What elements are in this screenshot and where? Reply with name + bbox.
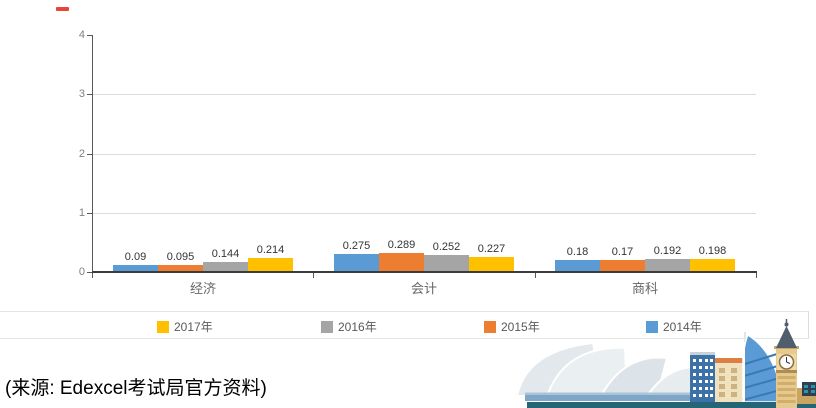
orange-roof-building-icon — [715, 358, 745, 403]
value-label: 0.095 — [166, 251, 195, 263]
legend-swatch-icon — [646, 320, 658, 333]
y-tick — [87, 213, 92, 214]
gridline — [92, 154, 756, 155]
category-label: 经济 — [189, 281, 217, 296]
category-label: 商科 — [631, 281, 659, 296]
bar-2015年-商科 — [600, 260, 645, 271]
sydney-opera-house-icon — [515, 341, 751, 401]
bar-2017年-会计 — [469, 257, 514, 271]
legend-item-2017年: 2017年 — [157, 318, 213, 335]
value-label: 0.252 — [432, 241, 461, 253]
bar-2016年-商科 — [645, 259, 690, 271]
city-buildings-icon — [797, 382, 816, 404]
value-label: 0.198 — [698, 245, 727, 257]
gridline — [92, 213, 756, 214]
x-tick — [92, 273, 93, 278]
value-label: 0.09 — [124, 251, 147, 263]
bar-2014年-会计 — [334, 254, 379, 271]
y-tick-label: 4 — [78, 29, 85, 41]
legend-swatch-icon — [484, 320, 496, 333]
value-label: 0.227 — [477, 243, 506, 255]
y-tick — [87, 272, 92, 273]
category-label: 会计 — [410, 281, 438, 296]
red-dash-mark — [56, 7, 69, 11]
legend-swatch-icon — [321, 320, 333, 333]
value-label: 0.144 — [211, 248, 240, 260]
gridline — [92, 94, 756, 95]
legend-item-2014年: 2014年 — [646, 318, 702, 335]
chart-legend: 2017年 2016年 2015年 2014年 — [0, 311, 809, 339]
y-tick-label: 1 — [78, 207, 85, 219]
y-tick-label: 0 — [78, 266, 85, 278]
x-tick — [535, 273, 536, 278]
legend-label: 2014年 — [663, 320, 702, 334]
y-tick-label: 3 — [78, 88, 85, 100]
ground-bar — [527, 402, 816, 408]
y-tick — [87, 154, 92, 155]
value-label: 0.214 — [256, 244, 285, 256]
platform-bar — [525, 395, 751, 401]
x-tick — [756, 273, 757, 278]
x-tick — [313, 273, 314, 278]
value-label: 0.18 — [566, 246, 589, 258]
bar-2014年-经济 — [113, 265, 158, 271]
y-tick-label: 2 — [78, 148, 85, 160]
legend-item-2015年: 2015年 — [484, 318, 540, 335]
bar-2014年-商科 — [555, 260, 600, 271]
legend-label: 2015年 — [501, 320, 540, 334]
y-tick — [87, 94, 92, 95]
bar-2015年-经济 — [158, 265, 203, 271]
platform-highlight — [525, 392, 751, 395]
value-label: 0.192 — [653, 245, 682, 257]
legend-item-2016年: 2016年 — [321, 318, 377, 335]
legend-swatch-icon — [157, 320, 169, 333]
y-tick — [87, 35, 92, 36]
landmarks-illustration — [515, 319, 816, 408]
y-axis — [92, 35, 93, 272]
value-label: 0.17 — [611, 246, 634, 258]
bar-chart: 0 1 2 3 4 0.09 0.095 0.144 0.214 经济 0.275 0.289 0.25… — [78, 29, 757, 296]
bar-2017年-商科 — [690, 259, 735, 271]
bar-2016年-经济 — [203, 262, 248, 271]
x-axis — [92, 271, 757, 273]
source-note: (来源: Edexcel考试局官方资料) — [5, 378, 267, 399]
bar-2016年-会计 — [424, 255, 469, 271]
legend-label: 2017年 — [174, 320, 213, 334]
bar-2015年-会计 — [379, 253, 424, 271]
value-label: 0.289 — [387, 239, 416, 251]
big-ben-icon — [774, 319, 799, 408]
bar-2017年-经济 — [248, 258, 293, 271]
value-label: 0.275 — [342, 240, 371, 252]
legend-label: 2016年 — [338, 320, 377, 334]
blue-building-icon — [690, 352, 715, 403]
